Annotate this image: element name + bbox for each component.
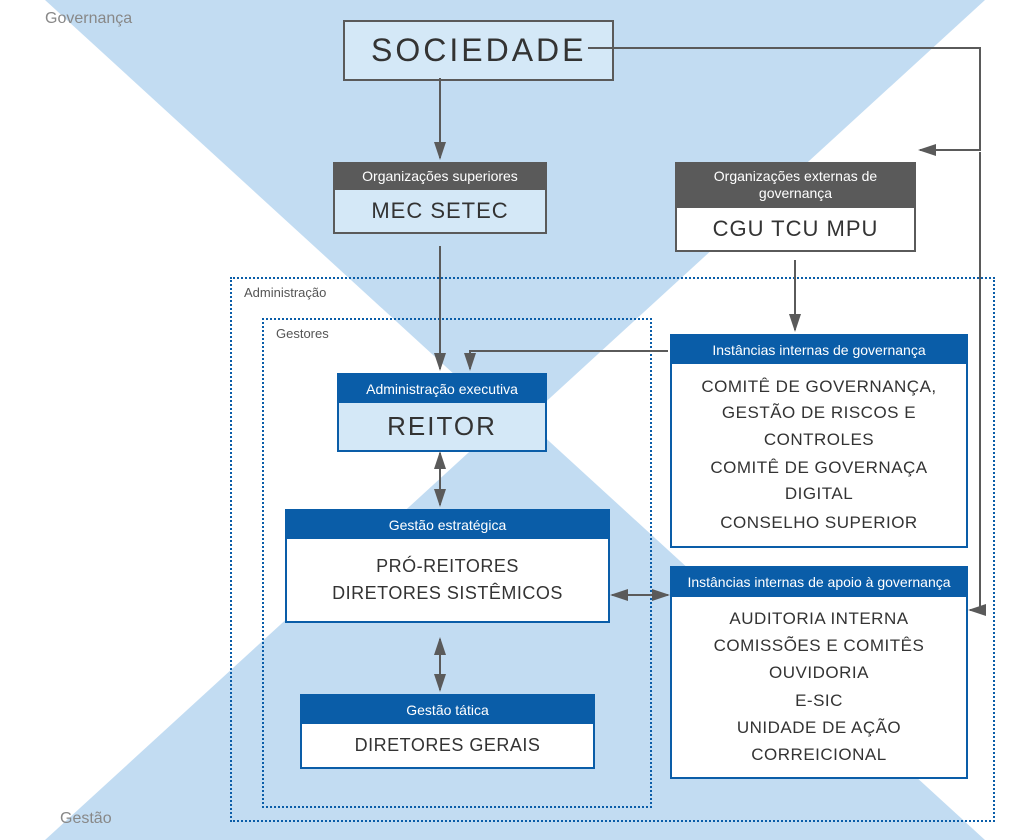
label-governanca: Governança bbox=[45, 10, 132, 28]
label-gestores: Gestores bbox=[276, 326, 329, 341]
header-org-superiores: Organizações superiores bbox=[333, 162, 547, 190]
box-sociedade: SOCIEDADE bbox=[343, 20, 614, 81]
box-org-externas: Organizações externas de governança CGU … bbox=[675, 162, 916, 252]
label-gestao: Gestão bbox=[60, 810, 112, 828]
body-org-superiores: MEC SETEC bbox=[333, 190, 547, 234]
box-gestao-tatica: Gestão tática DIRETORES GERAIS bbox=[300, 694, 595, 769]
label-administracao: Administração bbox=[244, 285, 326, 300]
header-org-externas: Organizações externas de governança bbox=[675, 162, 916, 208]
header-inst-gov: Instâncias internas de governança bbox=[672, 336, 966, 364]
diagram-canvas: Governança Gestão SOCIEDADE Organizações… bbox=[0, 0, 1030, 840]
body-inst-apoio: AUDITORIA INTERNACOMISSÕES E COMITÊSOUVI… bbox=[672, 597, 966, 777]
box-adm-executiva: Administração executiva REITOR bbox=[337, 373, 547, 452]
body-org-externas: CGU TCU MPU bbox=[675, 208, 916, 252]
header-inst-apoio: Instâncias internas de apoio à governanç… bbox=[672, 568, 966, 597]
header-gestao-estrategica: Gestão estratégica bbox=[287, 511, 608, 539]
header-gestao-tatica: Gestão tática bbox=[302, 696, 593, 724]
box-inst-gov: Instâncias internas de governança COMITÊ… bbox=[670, 334, 968, 548]
box-gestao-estrategica: Gestão estratégica PRÓ-REITORESDIRETORES… bbox=[285, 509, 610, 623]
body-gestao-estrategica: PRÓ-REITORESDIRETORES SISTÊMICOS bbox=[287, 539, 608, 621]
box-org-superiores: Organizações superiores MEC SETEC bbox=[333, 162, 547, 234]
body-inst-gov: COMITÊ DE GOVERNANÇA, GESTÃO DE RISCOS E… bbox=[672, 364, 966, 546]
box-inst-apoio: Instâncias internas de apoio à governanç… bbox=[670, 566, 968, 779]
body-gestao-tatica: DIRETORES GERAIS bbox=[302, 724, 593, 767]
body-adm-executiva: REITOR bbox=[339, 403, 545, 450]
header-adm-executiva: Administração executiva bbox=[339, 375, 545, 403]
